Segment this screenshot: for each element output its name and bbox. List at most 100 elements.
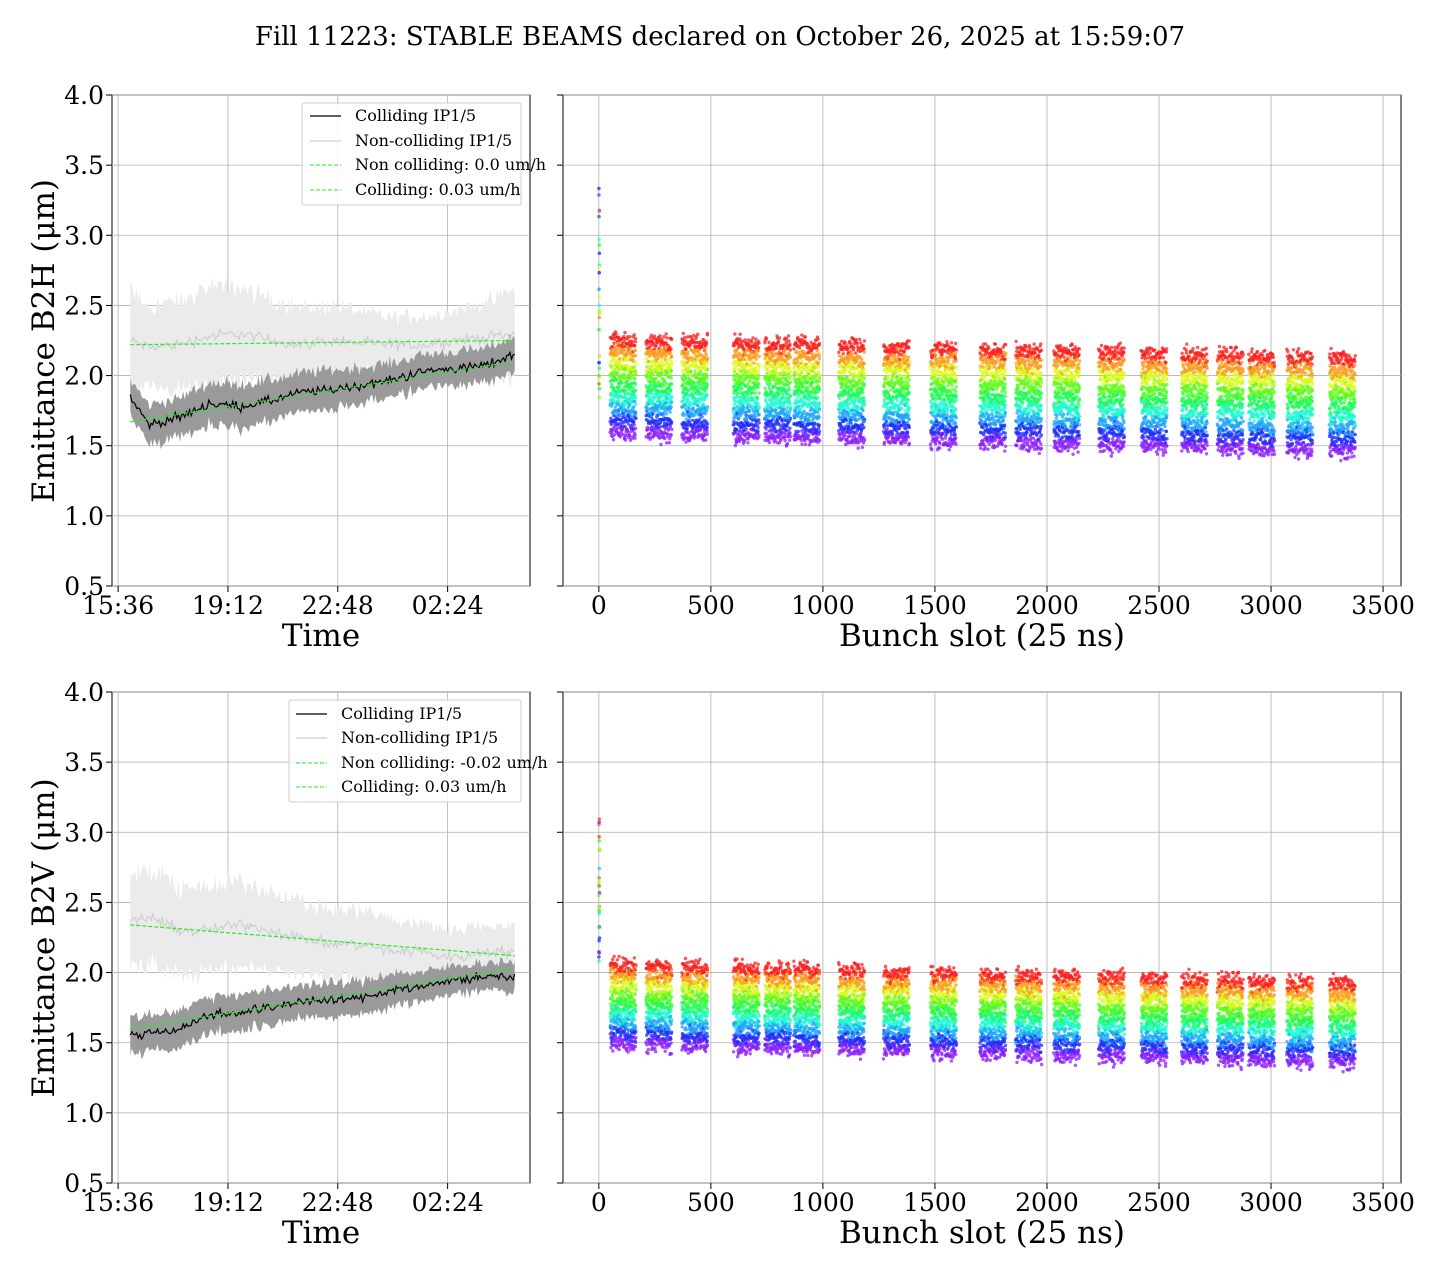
scatter-point [652, 347, 657, 351]
scatter-point [776, 339, 781, 343]
scatter-point [650, 425, 654, 429]
scatter-point [733, 332, 737, 336]
scatter-point [788, 416, 793, 421]
scatter-point [597, 237, 601, 242]
scatter-point [665, 370, 670, 374]
scatter-point [597, 360, 601, 365]
scatter-point [757, 363, 761, 367]
scatter-point [704, 342, 709, 346]
scatter-point [943, 397, 947, 402]
scatter-point [751, 396, 755, 401]
legend-label: Colliding: 0.03 um/h [355, 180, 521, 199]
scatter-point [950, 384, 954, 388]
scatter-point [882, 384, 886, 388]
scatter-point [938, 446, 942, 450]
scatter-point [742, 406, 746, 411]
scatter-point [942, 360, 947, 364]
scatter-point [749, 364, 753, 368]
legend-box [301, 102, 522, 206]
scatter-point [634, 388, 638, 392]
scatter-point [806, 433, 811, 438]
scatter-point [940, 392, 944, 397]
scatter-point [940, 437, 945, 441]
panel-b2h-time: 0.51.01.52.02.53.03.54.015:36 19:12 22:48 0… [26, 81, 546, 654]
scatter-point [629, 377, 633, 381]
scatter-point [612, 399, 616, 403]
scatter-point [799, 356, 803, 360]
scatter-point [747, 409, 752, 414]
scatter-point [735, 391, 739, 396]
scatter-point [631, 427, 635, 431]
scatter-point [797, 346, 802, 350]
scatter-point [799, 407, 803, 412]
scatter-point [756, 349, 761, 353]
scatter-point [756, 402, 760, 406]
scatter-point [949, 433, 953, 437]
scatter-point [847, 434, 851, 439]
scatter-point [609, 416, 613, 420]
scatter-point [954, 351, 958, 356]
scatter-point [597, 366, 602, 371]
scatter-point [659, 358, 664, 362]
scatter-point [633, 382, 638, 386]
scatter-point [705, 429, 709, 433]
scatter-point [817, 387, 822, 391]
scatter-point [862, 382, 866, 386]
scatter-point [930, 448, 934, 452]
scatter-point [954, 365, 958, 369]
scatter-point [634, 372, 638, 376]
scatter-point [669, 395, 674, 400]
scatter-point [862, 403, 867, 407]
scatter-point [668, 437, 672, 441]
scatter-point [907, 441, 911, 446]
scatter-point [620, 359, 624, 364]
scatter-point [788, 348, 792, 352]
scatter-point [862, 373, 867, 377]
scatter-point [785, 442, 790, 446]
scatter-point [668, 410, 672, 414]
scatter-point [893, 441, 898, 445]
scatter-point [861, 408, 865, 413]
scatter-point [765, 369, 770, 373]
scatter-point [856, 446, 860, 450]
scatter-point [954, 376, 959, 381]
scatter-point [693, 369, 697, 373]
scatter-point [668, 425, 672, 429]
scatter-point [757, 354, 761, 359]
fit-line-colliding [130, 360, 515, 423]
legend-label: Non colliding: 0.0 um/h [355, 155, 546, 174]
scatter-point [609, 391, 613, 396]
legend: Colliding IP1/5 Non-colliding IP1/5 Non … [301, 102, 546, 206]
scatter-point [942, 381, 946, 385]
scatter-point [633, 377, 637, 381]
scatter-point [633, 402, 638, 406]
scatter-point [757, 373, 761, 378]
scatter-point [940, 352, 944, 356]
scatter-point [614, 332, 618, 336]
scatter-point [906, 397, 910, 402]
scatter-point [745, 417, 749, 421]
scatter-point [986, 392, 991, 397]
scatter-point [900, 406, 904, 411]
scatter-point [702, 403, 706, 407]
scatter-point [943, 436, 947, 440]
scatter-point [843, 341, 847, 345]
scatter-point [597, 373, 601, 378]
scatter-point [839, 339, 844, 343]
scatter-point [597, 243, 602, 247]
scatter-point [740, 386, 744, 390]
scatter-point [751, 336, 755, 340]
scatter-point [664, 412, 669, 416]
scatter-point [812, 421, 817, 425]
scatter-point [659, 347, 663, 351]
scatter-point [786, 362, 790, 366]
scatter-point [844, 418, 848, 422]
scatter-point [788, 380, 793, 384]
scatter-point [862, 347, 866, 351]
scatter-point [788, 342, 792, 347]
scatter-point [659, 399, 663, 404]
scatter-point [817, 423, 821, 427]
scatter-point [756, 346, 761, 350]
scatter-point [618, 357, 622, 361]
